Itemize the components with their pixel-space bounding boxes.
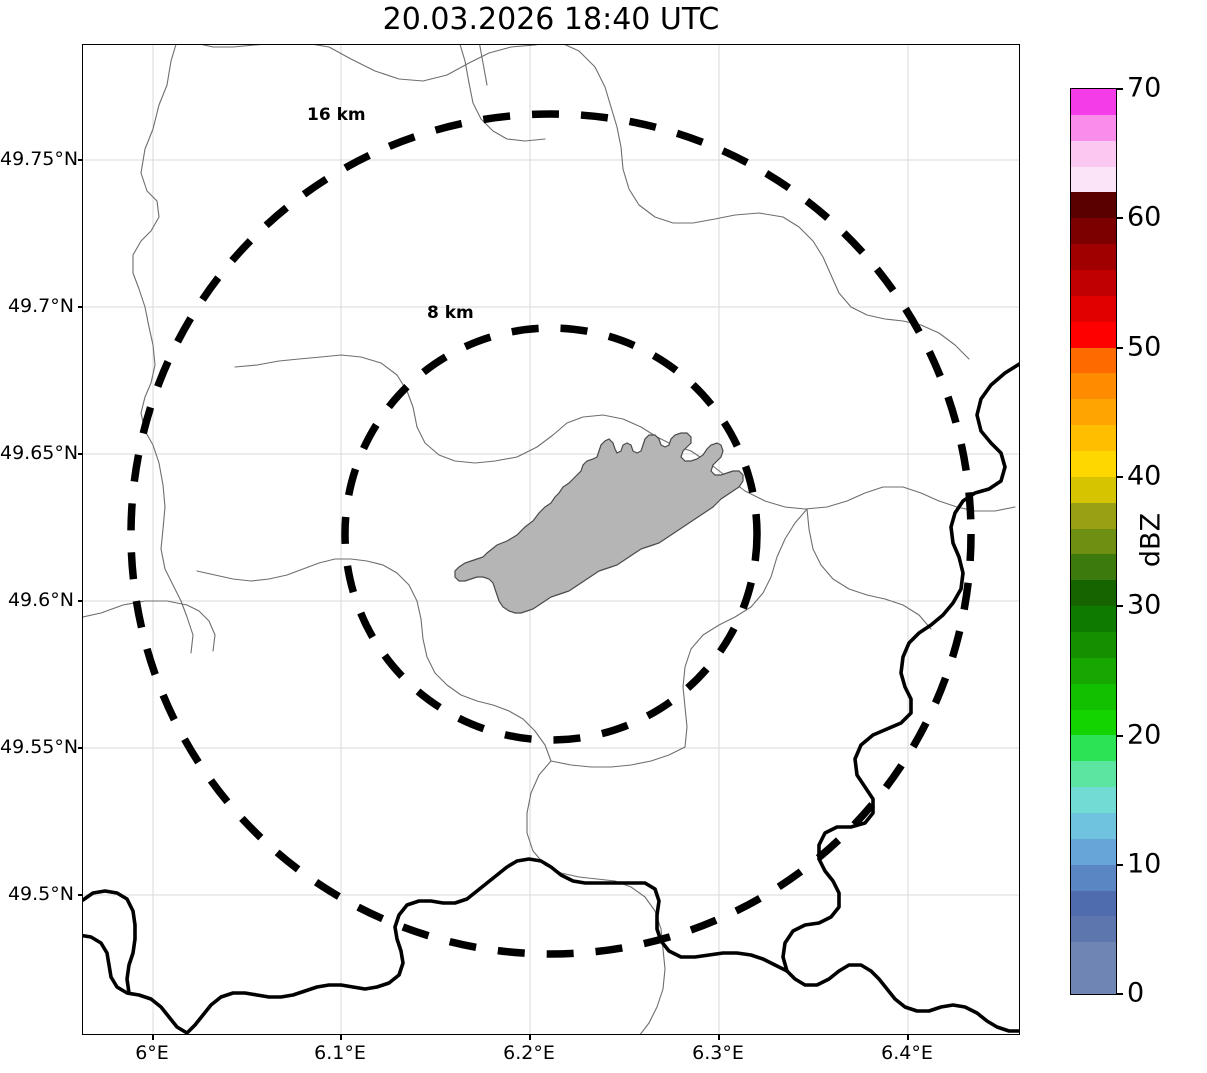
range-ring-label-8km: 8 km [427, 303, 474, 323]
colorbar-swatch [1071, 683, 1116, 710]
colorbar-swatch [1071, 916, 1116, 943]
y-tickmark [78, 894, 83, 896]
colorbar-swatch [1071, 373, 1116, 400]
figure-title: 20.03.2026 18:40 UTC [382, 2, 720, 37]
x-tickmark [907, 1035, 909, 1040]
y-tickmark [78, 453, 83, 455]
x-tickmark [718, 1035, 720, 1040]
colorbar-swatch [1071, 838, 1116, 865]
colorbar-tickmark [1116, 605, 1123, 607]
colorbar-swatch [1071, 735, 1116, 762]
grid-lines [83, 45, 1019, 1034]
colorbar-swatch [1071, 890, 1116, 917]
colorbar-tickmark [1116, 476, 1123, 478]
colorbar-swatch [1071, 554, 1116, 581]
colorbar-swatch [1071, 295, 1116, 322]
range-ring-label-16km: 16 km [307, 105, 366, 125]
colorbar-swatch [1071, 502, 1116, 529]
colorbar-tick-label-20: 20 [1127, 719, 1162, 751]
colorbar-swatch [1071, 218, 1116, 245]
y-tick-label-49-7: 49.7°N [7, 295, 74, 317]
colorbar-tickmark [1116, 864, 1123, 866]
colorbar[interactable] [1070, 88, 1117, 995]
colorbar-tickmark [1116, 88, 1123, 90]
colorbar-swatch [1071, 812, 1116, 839]
y-tick-label-49-65: 49.65°N [0, 442, 79, 464]
map-canvas [83, 45, 1019, 1034]
colorbar-swatch [1071, 140, 1116, 167]
administrative-boundaries [83, 45, 1016, 1034]
colorbar-swatch [1071, 606, 1116, 632]
x-tick-label-6-4: 6.4°E [881, 1042, 933, 1064]
colorbar-tickmark [1116, 217, 1123, 219]
colorbar-swatch [1071, 88, 1116, 115]
colorbar-swatch [1071, 968, 1116, 994]
colorbar-swatch [1071, 761, 1116, 788]
y-tickmark [78, 600, 83, 602]
colorbar-swatch [1071, 787, 1116, 813]
colorbar-swatch [1071, 476, 1116, 503]
x-tick-label-6-2: 6.2°E [503, 1042, 555, 1064]
colorbar-swatch [1071, 657, 1116, 684]
colorbar-swatch [1071, 450, 1116, 477]
x-tickmark [152, 1035, 154, 1040]
y-tickmark [78, 747, 83, 749]
colorbar-tick-label-60: 60 [1127, 201, 1162, 233]
colorbar-tick-label-70: 70 [1127, 72, 1162, 104]
colorbar-tick-label-40: 40 [1127, 460, 1162, 492]
city-polygon [454, 432, 744, 614]
colorbar-tickmark [1116, 347, 1123, 349]
colorbar-swatch [1071, 631, 1116, 658]
colorbar-tick-label-10: 10 [1127, 848, 1162, 880]
x-tickmark [340, 1035, 342, 1040]
colorbar-swatch [1071, 709, 1116, 736]
x-tick-label-6: 6°E [135, 1042, 169, 1064]
y-tickmark [78, 306, 83, 308]
colorbar-swatch [1071, 166, 1116, 193]
colorbar-swatch [1071, 425, 1116, 451]
colorbar-swatch [1071, 321, 1116, 348]
y-tick-label-49-5: 49.5°N [7, 883, 74, 905]
range-ring-8km [341, 324, 761, 744]
range-ring-16km [127, 110, 975, 958]
colorbar-tickmark [1116, 993, 1123, 995]
colorbar-swatch [1071, 244, 1116, 270]
colorbar-swatch [1071, 269, 1116, 296]
y-tick-label-49-6: 49.6°N [7, 589, 74, 611]
x-tickmark [529, 1035, 531, 1040]
y-tick-label-49-75: 49.75°N [0, 148, 79, 170]
colorbar-swatch [1071, 864, 1116, 891]
x-tick-label-6-1: 6.1°E [314, 1042, 366, 1064]
colorbar-swatch [1071, 114, 1116, 141]
colorbar-swatch [1071, 942, 1116, 969]
colorbar-swatch [1071, 528, 1116, 555]
national-border [83, 362, 1019, 1034]
colorbar-tick-label-30: 30 [1127, 589, 1162, 621]
colorbar-tick-label-0: 0 [1127, 977, 1145, 1009]
y-tick-label-49-55: 49.55°N [0, 736, 79, 758]
colorbar-axis-label: dBZ [1135, 512, 1167, 568]
x-tick-label-6-3: 6.3°E [692, 1042, 744, 1064]
colorbar-swatch [1071, 399, 1116, 426]
map-plot-area[interactable]: 16 km 8 km [82, 44, 1020, 1035]
colorbar-swatch [1071, 192, 1116, 219]
y-tickmark [78, 159, 83, 161]
colorbar-swatch [1071, 347, 1116, 374]
colorbar-tick-label-50: 50 [1127, 331, 1162, 363]
colorbar-tickmark [1116, 735, 1123, 737]
colorbar-swatch [1071, 580, 1116, 607]
